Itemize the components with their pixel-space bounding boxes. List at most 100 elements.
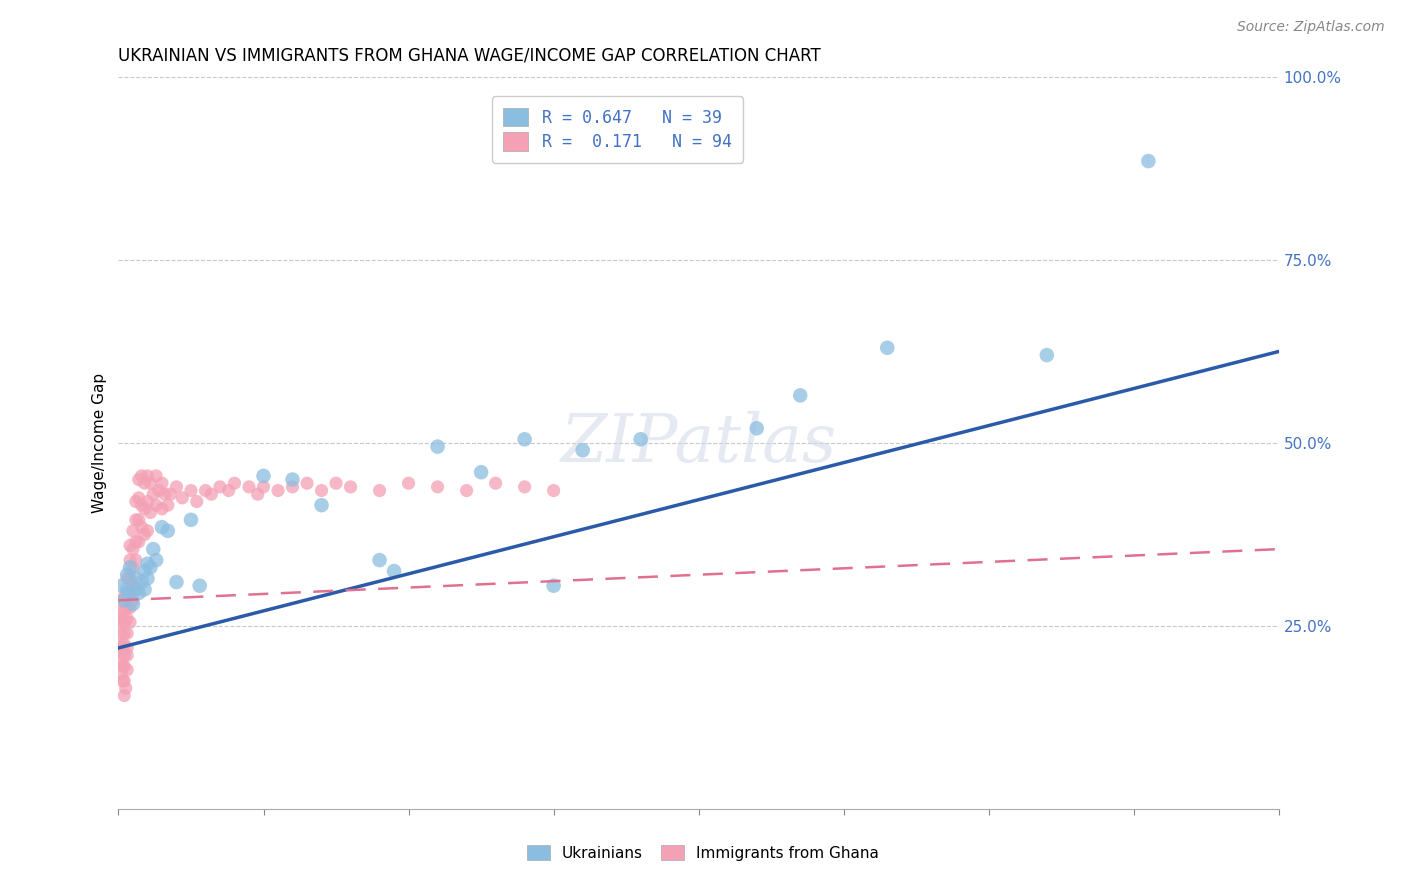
Point: [112, 659, 135, 673]
Point: [145, 498, 167, 512]
Point: [325, 476, 347, 491]
Point: [128, 513, 150, 527]
Point: [267, 483, 290, 498]
Point: [180, 483, 202, 498]
Point: [115, 648, 138, 663]
Point: [194, 483, 217, 498]
Point: [134, 582, 156, 597]
Point: [115, 626, 138, 640]
Point: [543, 483, 565, 498]
Point: [110, 666, 132, 681]
Point: [159, 487, 181, 501]
Point: [145, 553, 167, 567]
Point: [139, 506, 162, 520]
Point: [118, 586, 141, 600]
Point: [111, 673, 134, 688]
Point: [208, 480, 231, 494]
Point: [150, 520, 173, 534]
Point: [110, 579, 132, 593]
Text: Source: ZipAtlas.com: Source: ZipAtlas.com: [1237, 20, 1385, 34]
Point: [125, 553, 148, 567]
Point: [131, 520, 153, 534]
Point: [118, 560, 141, 574]
Point: [382, 564, 405, 578]
Point: [111, 659, 134, 673]
Point: [139, 476, 162, 491]
Point: [122, 560, 145, 574]
Point: [188, 579, 211, 593]
Point: [108, 640, 131, 655]
Point: [139, 560, 162, 574]
Point: [136, 524, 159, 538]
Point: [745, 421, 768, 435]
Point: [543, 579, 565, 593]
Point: [281, 480, 304, 494]
Point: [166, 575, 188, 590]
Point: [115, 582, 138, 597]
Point: [125, 582, 148, 597]
Point: [110, 615, 132, 630]
Point: [142, 487, 165, 501]
Point: [118, 615, 141, 630]
Point: [112, 673, 135, 688]
Point: [134, 501, 156, 516]
Point: [118, 553, 141, 567]
Point: [136, 557, 159, 571]
Point: [238, 480, 260, 494]
Point: [295, 476, 318, 491]
Point: [339, 480, 361, 494]
Point: [136, 494, 159, 508]
Point: [252, 480, 274, 494]
Point: [115, 663, 138, 677]
Point: [153, 487, 176, 501]
Point: [128, 534, 150, 549]
Point: [134, 564, 156, 578]
Point: [112, 637, 135, 651]
Point: [112, 648, 135, 663]
Point: [136, 571, 159, 585]
Point: [281, 473, 304, 487]
Point: [115, 571, 138, 585]
Point: [118, 571, 141, 585]
Point: [112, 689, 135, 703]
Point: [166, 480, 188, 494]
Point: [131, 469, 153, 483]
Point: [122, 597, 145, 611]
Point: [311, 498, 333, 512]
Point: [118, 600, 141, 615]
Point: [142, 542, 165, 557]
Point: [118, 586, 141, 600]
Point: [131, 498, 153, 512]
Point: [156, 524, 179, 538]
Point: [108, 612, 131, 626]
Point: [110, 626, 132, 640]
Point: [122, 524, 145, 538]
Point: [112, 593, 135, 607]
Point: [112, 590, 135, 604]
Point: [115, 640, 138, 655]
Legend: Ukrainians, Immigrants from Ghana: Ukrainians, Immigrants from Ghana: [519, 837, 887, 868]
Point: [484, 476, 506, 491]
Point: [1036, 348, 1059, 362]
Point: [136, 469, 159, 483]
Point: [456, 483, 478, 498]
Point: [571, 443, 593, 458]
Point: [134, 476, 156, 491]
Point: [426, 480, 449, 494]
Point: [125, 513, 148, 527]
Point: [630, 432, 652, 446]
Point: [145, 469, 167, 483]
Y-axis label: Wage/Income Gap: Wage/Income Gap: [93, 373, 107, 513]
Text: ZIPatlas: ZIPatlas: [561, 410, 837, 475]
Point: [110, 637, 132, 651]
Point: [368, 553, 391, 567]
Point: [128, 473, 150, 487]
Point: [134, 527, 156, 541]
Point: [311, 483, 333, 498]
Point: [398, 476, 420, 491]
Point: [150, 476, 173, 491]
Point: [180, 513, 202, 527]
Point: [112, 626, 135, 640]
Point: [789, 388, 811, 402]
Point: [125, 494, 148, 508]
